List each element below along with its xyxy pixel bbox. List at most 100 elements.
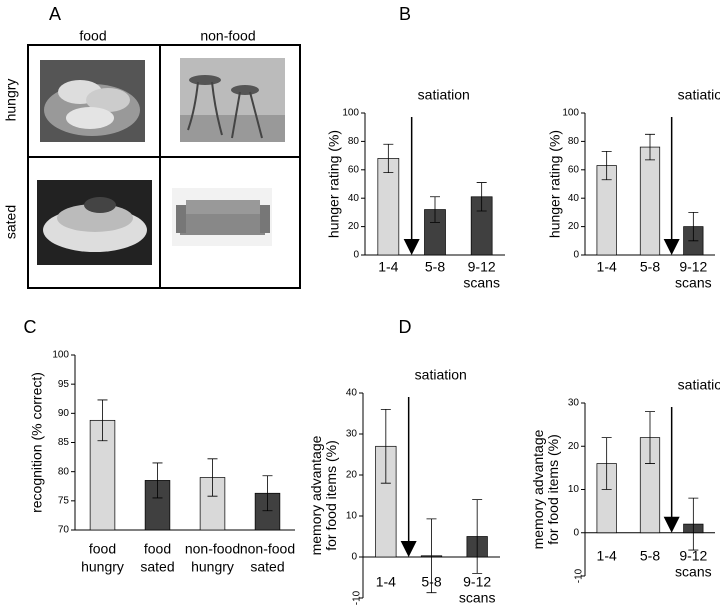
x-tick-label: non-food — [185, 541, 240, 557]
x-tick-label: 5-8 — [640, 548, 660, 564]
error-bar-line — [430, 196, 440, 223]
bar — [199, 477, 226, 531]
x-tick-label: 1-4 — [597, 259, 617, 275]
error-bar — [262, 475, 273, 512]
error-bar — [207, 458, 218, 497]
y-tick-label: 80 — [58, 466, 70, 477]
satiation-arrowhead — [400, 541, 417, 557]
x-tick-label: 5-8 — [421, 574, 441, 590]
satiation-arrowhead — [663, 239, 680, 255]
error-bar-line — [476, 182, 487, 212]
x-tick-label: food — [144, 541, 171, 557]
x-tick-label: sated — [250, 559, 284, 575]
panel-a: A food non-food hungry sated — [3, 4, 301, 289]
error-bar — [472, 499, 483, 574]
error-bar — [688, 212, 699, 242]
error-bar — [688, 497, 699, 551]
chart: -10 0 10 20 30 memory advantage for food items… — [530, 377, 720, 584]
y-tick-label: 80 — [568, 136, 580, 147]
y-tick-label: 20 — [568, 221, 580, 232]
y-tick-label: 0 — [353, 250, 359, 261]
y-axis-label: memory advantage — [308, 435, 324, 555]
x-tick-label: 5-8 — [640, 259, 660, 275]
panel-label: A — [49, 4, 61, 24]
y-tick-label: 80 — [348, 136, 360, 147]
error-bar-line — [426, 518, 437, 594]
satiation-arrowhead — [663, 516, 680, 533]
y-tick-label: 40 — [568, 193, 580, 204]
x-tick-label: 9-12 — [679, 548, 707, 564]
x-tick-label: non-food — [240, 541, 295, 557]
y-tick-label: 20 — [348, 221, 360, 232]
photo-sofa — [172, 188, 272, 246]
y-axis-label: hunger rating (%) — [547, 130, 563, 238]
y-tick-label: 10 — [568, 484, 580, 495]
x-axis-label: scans — [459, 590, 496, 606]
error-bar — [426, 518, 437, 594]
error-bar-line — [688, 497, 699, 551]
annotation: satiation — [415, 367, 467, 383]
panel-label: B — [399, 4, 411, 24]
y-tick-label: 30 — [346, 429, 358, 440]
y-tick-label: 20 — [568, 441, 580, 452]
y-tick-label: 0 — [351, 552, 357, 563]
error-bar-line — [472, 499, 483, 574]
error-bar-line — [207, 458, 218, 497]
error-bar — [97, 399, 108, 442]
satiation-arrowhead — [403, 239, 420, 255]
y-tick-label: 60 — [568, 164, 580, 175]
x-tick-label: 1-4 — [376, 574, 396, 590]
photo-dessert — [37, 180, 152, 265]
y-tick-label: 100 — [562, 108, 579, 119]
error-bar-line — [380, 409, 391, 484]
photo-tables — [180, 58, 285, 142]
error-bar-line — [645, 133, 655, 161]
annotation: satiation — [678, 87, 720, 103]
y-tick-label: 95 — [58, 379, 70, 390]
x-tick-label: food — [89, 541, 116, 557]
y-tick-label: 40 — [348, 193, 360, 204]
x-axis-label: scans — [675, 275, 712, 291]
y-axis-label: hunger rating (%) — [326, 130, 342, 238]
x-tick-label: 9-12 — [463, 574, 491, 590]
row-label: sated — [3, 205, 19, 239]
y-tick-label: 90 — [58, 408, 70, 419]
x-tick-label: 5-8 — [425, 259, 445, 275]
column-label: food — [79, 28, 106, 44]
error-bar-line — [97, 399, 108, 442]
error-bar — [152, 462, 163, 499]
error-bar — [645, 411, 655, 464]
x-tick-label: sated — [140, 559, 174, 575]
error-bar — [645, 133, 655, 161]
x-tick-label: 1-4 — [378, 259, 398, 275]
error-bar — [601, 437, 612, 490]
error-bar-line — [645, 411, 655, 464]
y-tick-label: 20 — [346, 470, 358, 481]
y-tick-label: 10 — [346, 511, 358, 522]
y-tick-label: 0 — [573, 527, 579, 538]
error-bar-line — [152, 462, 163, 499]
y-axis-label: for food items (%) — [545, 434, 561, 544]
annotation: satiation — [678, 377, 720, 393]
error-bar-line — [262, 475, 273, 512]
y-tick-label: 40 — [346, 388, 358, 399]
y-tick-label: 70 — [58, 525, 70, 536]
column-label: non-food — [200, 28, 255, 44]
y-tick-label: 0 — [573, 250, 579, 261]
row-label: hungry — [3, 79, 19, 122]
annotation: satiation — [418, 87, 470, 103]
photo-pastries — [40, 60, 145, 142]
y-tick-label: 85 — [58, 437, 70, 448]
x-tick-label: hungry — [191, 559, 234, 575]
y-tick-label: -10 — [574, 568, 585, 583]
x-tick-label: 9-12 — [468, 259, 496, 275]
error-bar — [380, 409, 391, 484]
y-axis-label: recognition (% correct) — [29, 372, 45, 513]
x-axis-label: scans — [463, 275, 500, 291]
bar — [639, 146, 661, 256]
panel-label: C — [24, 317, 37, 337]
x-axis-label: scans — [675, 564, 712, 580]
y-tick-label: 30 — [568, 398, 580, 409]
